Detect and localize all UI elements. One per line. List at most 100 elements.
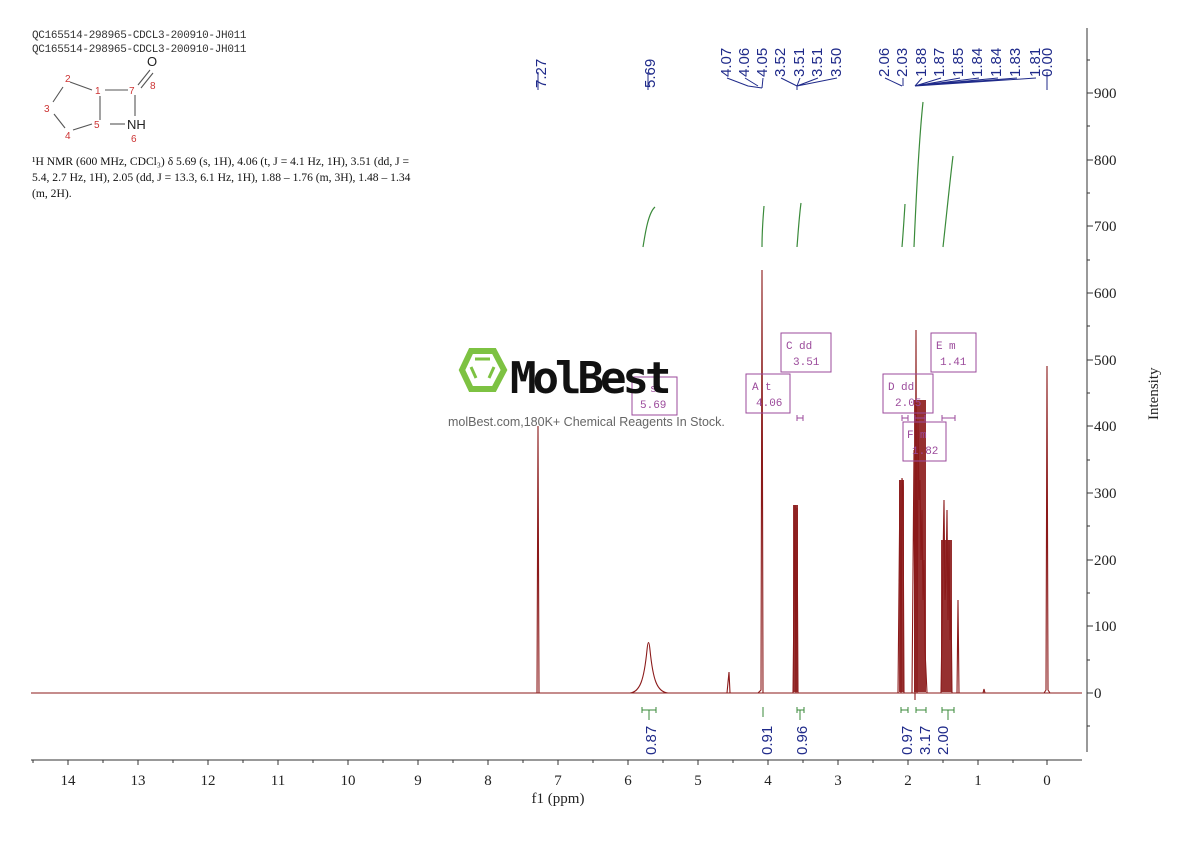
svg-text:dd: dd	[901, 382, 914, 394]
atom-label-6: 6	[131, 134, 137, 145]
svg-text:3.17: 3.17	[917, 726, 934, 755]
multiplet-box-a: A t 4.06	[745, 373, 791, 414]
svg-text:900: 900	[1094, 86, 1117, 102]
svg-text:1.88: 1.88	[913, 48, 930, 77]
multiplet-box-e: E m 1.41	[930, 332, 977, 373]
svg-text:m: m	[920, 430, 927, 442]
svg-text:t: t	[765, 382, 772, 394]
svg-text:1.82: 1.82	[912, 446, 938, 458]
integral-labels: 0.87 0.91 0.96 0.97 3.17 2.00	[643, 726, 952, 755]
nh-label: NH	[127, 117, 146, 132]
svg-text:7.27: 7.27	[533, 59, 550, 88]
svg-text:5.69: 5.69	[642, 59, 659, 88]
svg-text:2.03: 2.03	[894, 48, 911, 77]
svg-text:200: 200	[1094, 553, 1117, 569]
svg-text:1.84: 1.84	[988, 48, 1005, 77]
svg-text:0.97: 0.97	[899, 726, 916, 755]
svg-text:D: D	[888, 382, 895, 394]
svg-text:1.87: 1.87	[931, 48, 948, 77]
multiplet-box-b: s 5.69	[631, 376, 678, 416]
multiplet-box-c: C dd 3.51	[780, 332, 832, 373]
svg-text:0.96: 0.96	[794, 726, 811, 755]
svg-text:10: 10	[341, 773, 356, 789]
svg-text:1.85: 1.85	[950, 48, 967, 77]
svg-text:C: C	[786, 341, 793, 353]
svg-text:3.51: 3.51	[793, 357, 820, 369]
svg-text:600: 600	[1094, 286, 1117, 302]
svg-text:F: F	[907, 430, 914, 442]
y-axis-label: Intensity	[1146, 367, 1162, 420]
svg-text:3.51: 3.51	[809, 48, 826, 77]
svg-text:3.52: 3.52	[772, 48, 789, 77]
multiplet-labels: s 5.69 A t 4.06 C dd 3.51 D dd 2.05 E m …	[631, 332, 977, 462]
svg-text:12: 12	[201, 773, 216, 789]
svg-text:1.84: 1.84	[969, 48, 986, 77]
svg-text:dd: dd	[799, 341, 812, 353]
svg-text:E: E	[936, 341, 943, 353]
svg-text:0.91: 0.91	[759, 726, 776, 755]
multiplet-box-d: D dd 2.05	[882, 373, 934, 414]
svg-text:300: 300	[1094, 486, 1117, 502]
svg-text:2.06: 2.06	[876, 48, 893, 77]
y-axis: 0 100 200 300 400 500 600 700 800 900 In…	[1086, 28, 1162, 752]
svg-text:14: 14	[61, 773, 77, 789]
molbest-watermark: MolBest molBest.com,180K+ Chemical Reage…	[448, 348, 725, 429]
atom-label-1: 1	[95, 86, 101, 97]
svg-text:6: 6	[624, 773, 632, 789]
x-axis: 14 13 12 11 10 9 8 7 6 5 4 3 2 1 0 f1 (p…	[31, 759, 1082, 807]
svg-text:1.83: 1.83	[1007, 48, 1024, 77]
sample-id-line-1: QC165514-298965-CDCL3-200910-JH011	[32, 30, 247, 42]
sample-id-line-2: QC165514-298965-CDCL3-200910-JH011	[32, 44, 247, 56]
peak-labels-top: 7.27 5.69 4.07 4.06 4.05 3.52 3.51 3.51 …	[533, 48, 1056, 90]
svg-text:4: 4	[764, 773, 772, 789]
svg-text:8: 8	[484, 773, 492, 789]
svg-text:3: 3	[834, 773, 842, 789]
nmr-description: ¹H NMR (600 MHz, CDCl₃) δ 5.69 (s, 1H), …	[32, 155, 411, 200]
svg-text:5: 5	[694, 773, 702, 789]
svg-text:4.06: 4.06	[756, 398, 782, 410]
molbest-tagline: molBest.com,180K+ Chemical Reagents In S…	[448, 415, 725, 429]
svg-text:100: 100	[1094, 619, 1117, 635]
integral-curves	[642, 101, 954, 248]
svg-text:5.69: 5.69	[640, 400, 666, 412]
svg-text:3.51: 3.51	[791, 48, 808, 77]
svg-text:s: s	[650, 384, 657, 396]
svg-text:4.05: 4.05	[754, 48, 771, 77]
svg-text:m: m	[949, 341, 956, 353]
svg-text:4.07: 4.07	[718, 48, 735, 77]
atom-label-2: 2	[65, 74, 71, 85]
svg-text:7: 7	[554, 773, 562, 789]
atom-label-5: 5	[94, 120, 100, 131]
svg-text:9: 9	[414, 773, 422, 789]
svg-text:0.00: 0.00	[1039, 48, 1056, 77]
svg-text:0: 0	[1043, 773, 1051, 789]
svg-text:0.87: 0.87	[643, 726, 660, 755]
svg-text:1.41: 1.41	[940, 357, 967, 369]
multiplet-box-f: F m 1.82	[902, 421, 947, 462]
svg-text:0: 0	[1094, 686, 1102, 702]
svg-text:2.05: 2.05	[895, 398, 921, 410]
svg-text:A: A	[752, 382, 759, 394]
svg-text:1.81: 1.81	[1027, 48, 1044, 77]
svg-text:13: 13	[131, 773, 146, 789]
spectrum-multiplets-fill	[793, 400, 952, 692]
svg-text:2.00: 2.00	[935, 726, 952, 755]
svg-text:700: 700	[1094, 219, 1117, 235]
molbest-brand-text: MolBest	[510, 353, 669, 404]
atom-label-7: 7	[129, 86, 135, 97]
svg-text:4.06: 4.06	[736, 48, 753, 77]
svg-text:3.50: 3.50	[828, 48, 845, 77]
svg-text:800: 800	[1094, 153, 1117, 169]
atom-label-4: 4	[65, 131, 71, 142]
x-axis-label: f1 (ppm)	[532, 791, 585, 807]
svg-text:11: 11	[271, 773, 285, 789]
svg-text:2: 2	[904, 773, 912, 789]
svg-text:500: 500	[1094, 353, 1117, 369]
svg-text:400: 400	[1094, 419, 1117, 435]
atom-label-3: 3	[44, 104, 50, 115]
molecule-structure: 2 1 7 8 3 4 5 6 O NH	[44, 54, 157, 145]
atom-label-8: 8	[150, 81, 156, 92]
oxygen-label: O	[147, 54, 157, 69]
svg-text:1: 1	[974, 773, 982, 789]
